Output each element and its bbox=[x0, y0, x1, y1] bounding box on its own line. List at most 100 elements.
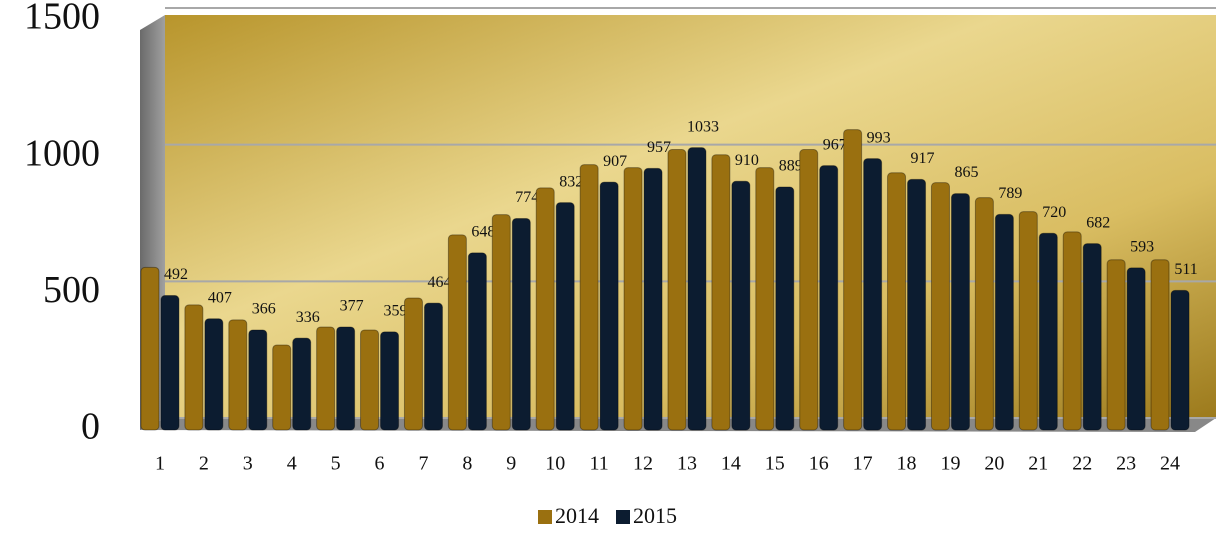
data-label: 967 bbox=[823, 136, 847, 153]
legend-label: 2015 bbox=[633, 503, 677, 528]
bar bbox=[272, 344, 292, 431]
bar bbox=[423, 302, 443, 431]
bar bbox=[1126, 267, 1146, 431]
bar bbox=[1106, 259, 1126, 431]
bar bbox=[535, 187, 555, 431]
data-label: 774 bbox=[515, 189, 539, 206]
data-label: 865 bbox=[954, 164, 978, 181]
x-tick-label: 14 bbox=[721, 453, 741, 475]
bar bbox=[316, 326, 336, 431]
bar bbox=[467, 252, 487, 431]
data-label: 993 bbox=[867, 129, 891, 146]
x-tick-label: 20 bbox=[984, 453, 1004, 475]
bar bbox=[711, 154, 731, 431]
bar bbox=[907, 178, 927, 431]
data-label: 407 bbox=[208, 289, 232, 306]
bar bbox=[292, 337, 312, 431]
x-tick-label: 17 bbox=[853, 453, 873, 475]
x-tick-label: 3 bbox=[243, 453, 253, 475]
bar bbox=[228, 319, 248, 431]
x-tick-label: 2 bbox=[199, 453, 209, 475]
x-tick-label: 21 bbox=[1028, 453, 1048, 475]
bar bbox=[623, 167, 643, 431]
bar bbox=[1170, 289, 1190, 431]
bar bbox=[1150, 259, 1170, 431]
data-label: 910 bbox=[735, 152, 759, 169]
bar bbox=[799, 149, 819, 431]
x-tick-label: 24 bbox=[1160, 453, 1180, 475]
bar bbox=[336, 326, 356, 431]
bar bbox=[360, 329, 380, 431]
bar bbox=[950, 193, 970, 431]
bar bbox=[403, 297, 423, 431]
data-label: 593 bbox=[1130, 239, 1154, 256]
data-label: 511 bbox=[1174, 261, 1197, 278]
bar bbox=[184, 304, 204, 431]
x-tick-label: 5 bbox=[331, 453, 341, 475]
bar bbox=[775, 186, 795, 431]
bar bbox=[160, 295, 180, 431]
x-tick-label: 1 bbox=[155, 453, 165, 475]
bar bbox=[555, 202, 575, 431]
bar bbox=[1038, 232, 1058, 431]
data-label: 648 bbox=[471, 224, 495, 241]
legend-label: 2014 bbox=[555, 503, 599, 528]
y-tick-label: 0 bbox=[81, 406, 100, 448]
data-label: 889 bbox=[779, 158, 803, 175]
bar bbox=[994, 213, 1014, 431]
data-label: 957 bbox=[647, 139, 671, 156]
data-label: 682 bbox=[1086, 214, 1110, 231]
bar bbox=[140, 266, 160, 431]
x-tick-label: 12 bbox=[633, 453, 653, 475]
bar bbox=[887, 172, 907, 431]
x-tick-label: 7 bbox=[418, 453, 428, 475]
bar bbox=[204, 318, 224, 431]
bar bbox=[491, 214, 511, 431]
x-tick-label: 23 bbox=[1116, 453, 1136, 475]
bar bbox=[930, 182, 950, 431]
data-label: 464 bbox=[427, 274, 451, 291]
bar bbox=[579, 164, 599, 431]
legend-swatch bbox=[538, 510, 552, 524]
x-tick-label: 4 bbox=[287, 453, 297, 475]
x-tick-label: 19 bbox=[940, 453, 960, 475]
y-tick-label: 1000 bbox=[24, 132, 100, 174]
x-tick-label: 11 bbox=[589, 453, 608, 475]
x-tick-label: 6 bbox=[375, 453, 385, 475]
data-label: 789 bbox=[998, 185, 1022, 202]
data-label: 832 bbox=[559, 173, 583, 190]
data-label: 720 bbox=[1042, 204, 1066, 221]
bar bbox=[974, 197, 994, 431]
bar bbox=[447, 234, 467, 431]
data-label: 336 bbox=[296, 309, 320, 326]
bar bbox=[1062, 231, 1082, 431]
data-label: 917 bbox=[911, 150, 935, 167]
bar bbox=[755, 167, 775, 431]
bar bbox=[1018, 211, 1038, 431]
bar bbox=[731, 180, 751, 431]
data-label: 366 bbox=[252, 301, 276, 318]
bar bbox=[819, 165, 839, 431]
x-tick-label: 9 bbox=[506, 453, 516, 475]
x-tick-label: 8 bbox=[462, 453, 472, 475]
y-tick-label: 1500 bbox=[24, 0, 100, 38]
bar bbox=[863, 158, 883, 431]
bar bbox=[380, 331, 400, 431]
x-tick-label: 10 bbox=[545, 453, 565, 475]
bar bbox=[599, 181, 619, 431]
data-label: 377 bbox=[340, 298, 364, 315]
bar bbox=[667, 149, 687, 431]
data-label: 359 bbox=[384, 303, 408, 320]
y-tick-label: 500 bbox=[43, 269, 100, 311]
legend-swatch bbox=[616, 510, 630, 524]
bar bbox=[643, 167, 663, 431]
data-label: 1033 bbox=[687, 118, 719, 135]
x-tick-label: 22 bbox=[1072, 453, 1092, 475]
x-tick-label: 16 bbox=[809, 453, 829, 475]
bar bbox=[511, 217, 531, 431]
data-label: 492 bbox=[164, 266, 188, 283]
x-tick-label: 18 bbox=[897, 453, 917, 475]
bar bbox=[843, 129, 863, 431]
bar bbox=[1082, 243, 1102, 431]
